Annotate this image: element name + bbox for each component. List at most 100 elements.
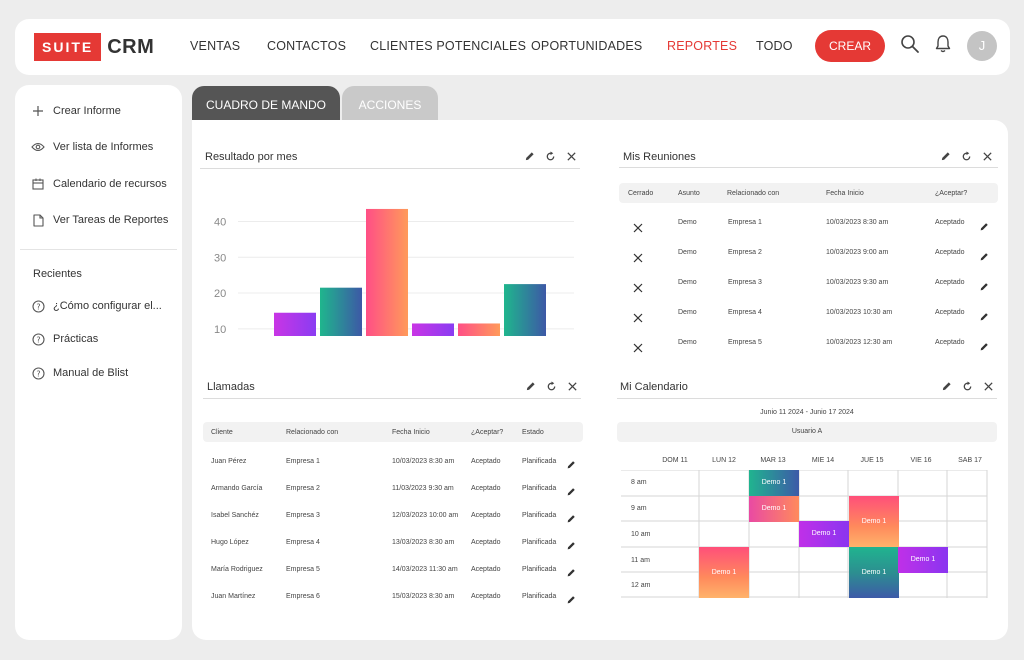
- edit-icon[interactable]: [566, 511, 576, 523]
- calendar-day-header: LUN 12: [712, 457, 736, 464]
- sidebar-item-crear-informe[interactable]: Crear Informe: [31, 104, 121, 118]
- close-icon[interactable]: [633, 280, 643, 293]
- meeting-related: Empresa 3: [728, 279, 762, 286]
- chart-panel-actions: [524, 151, 577, 162]
- call-status: Planificada: [522, 485, 557, 492]
- edit-icon[interactable]: [940, 151, 951, 162]
- tab-acciones[interactable]: ACCIONES: [342, 86, 438, 122]
- recent-item-label: Manual de Blist: [53, 367, 129, 379]
- svg-text:?: ?: [36, 369, 40, 378]
- recent-item-practicas[interactable]: ? Prácticas: [31, 332, 98, 346]
- nav-contactos[interactable]: CONTACTOS: [267, 39, 347, 53]
- calls-panel-actions: [525, 381, 578, 392]
- close-icon[interactable]: [566, 151, 577, 162]
- sidebar-item-label: Calendario de recursos: [53, 178, 167, 190]
- calendar-event[interactable]: Demo 1: [849, 547, 899, 598]
- suitecrm-logo[interactable]: SUITE CRM: [34, 33, 154, 61]
- edit-icon[interactable]: [566, 484, 576, 496]
- call-related: Empresa 4: [286, 539, 320, 546]
- user-avatar[interactable]: J: [967, 31, 997, 61]
- calendar-hour-label: 11 am: [631, 557, 650, 564]
- close-icon[interactable]: [633, 340, 643, 353]
- close-icon[interactable]: [983, 381, 994, 392]
- sidebar-item-ver-lista-informes[interactable]: Ver lista de Informes: [31, 140, 153, 154]
- calendar-event[interactable]: Demo 1: [699, 547, 749, 598]
- calls-col-cliente: Cliente: [211, 429, 233, 436]
- edit-icon[interactable]: [979, 279, 989, 291]
- sidebar-item-label: Crear Informe: [53, 105, 121, 117]
- chart-bar[interactable]: [412, 323, 454, 336]
- close-icon[interactable]: [982, 151, 993, 162]
- calendar-day-header: MAR 13: [760, 457, 786, 464]
- edit-icon[interactable]: [525, 381, 536, 392]
- chart-bar[interactable]: [504, 284, 546, 336]
- recent-item-manual-blist[interactable]: ? Manual de Blist: [31, 366, 128, 380]
- call-date: 10/03/2023 8:30 am: [392, 458, 455, 465]
- create-button[interactable]: CREAR: [815, 30, 885, 62]
- call-client: Isabel Sanchéz: [211, 512, 259, 519]
- edit-icon[interactable]: [979, 249, 989, 261]
- refresh-icon[interactable]: [962, 381, 973, 392]
- calendar-event[interactable]: Demo 1: [898, 547, 948, 573]
- edit-icon[interactable]: [941, 381, 952, 392]
- calls-col-estado: Estado: [522, 429, 544, 436]
- nav-todo[interactable]: TODO: [756, 39, 793, 53]
- plus-icon: [31, 104, 45, 118]
- chart-bar[interactable]: [458, 323, 500, 336]
- meeting-date: 10/03/2023 8:30 am: [826, 219, 889, 226]
- meeting-subject: Demo: [678, 339, 697, 346]
- close-icon[interactable]: [633, 250, 643, 263]
- calendar-event[interactable]: Demo 1: [799, 521, 849, 547]
- refresh-icon[interactable]: [961, 151, 972, 162]
- meeting-accept: Aceptado: [935, 309, 965, 316]
- meeting-accept: Aceptado: [935, 249, 965, 256]
- meeting-date: 10/03/2023 10:30 am: [826, 309, 893, 316]
- y-tick-label: 40: [214, 216, 226, 228]
- help-icon: ?: [31, 332, 45, 346]
- chart-bar[interactable]: [274, 312, 316, 336]
- calendar-event[interactable]: Demo 1: [749, 496, 799, 522]
- chart-bar[interactable]: [366, 208, 408, 336]
- search-icon[interactable]: [899, 33, 921, 55]
- recent-item-configurar[interactable]: ? ¿Cómo configurar el...: [31, 299, 162, 313]
- meeting-subject: Demo: [678, 249, 697, 256]
- calls-col-relacionado: Relacionado con: [286, 429, 339, 436]
- edit-icon[interactable]: [979, 219, 989, 231]
- sidebar-item-calendario-recursos[interactable]: Calendario de recursos: [31, 177, 167, 191]
- recent-item-label: ¿Cómo configurar el...: [53, 300, 162, 312]
- nav-oportunidades[interactable]: OPORTUNIDADES: [531, 39, 643, 53]
- top-navbar: SUITE CRM VENTAS CONTACTOS CLIENTES POTE…: [15, 19, 1010, 75]
- calendar-event[interactable]: Demo 1: [849, 496, 899, 547]
- nav-clientes-potenciales[interactable]: CLIENTES POTENCIALES: [370, 39, 527, 53]
- edit-icon[interactable]: [524, 151, 535, 162]
- calendar-day-header: VIE 16: [910, 457, 932, 464]
- edit-icon[interactable]: [566, 457, 576, 469]
- edit-icon[interactable]: [979, 309, 989, 321]
- refresh-icon[interactable]: [545, 151, 556, 162]
- close-icon[interactable]: [633, 310, 643, 323]
- edit-icon[interactable]: [566, 538, 576, 550]
- nav-reportes[interactable]: REPORTES: [667, 39, 738, 53]
- sidebar-item-ver-tareas-reportes[interactable]: Ver Tareas de Reportes: [31, 213, 168, 227]
- edit-icon[interactable]: [566, 592, 576, 604]
- nav-ventas[interactable]: VENTAS: [190, 39, 241, 53]
- recent-heading: Recientes: [33, 268, 82, 280]
- call-client: Juan Pérez: [211, 458, 247, 465]
- bell-icon[interactable]: [932, 33, 954, 55]
- refresh-icon[interactable]: [546, 381, 557, 392]
- meetings-panel-actions: [940, 151, 993, 162]
- edit-icon[interactable]: [566, 565, 576, 577]
- meeting-related: Empresa 4: [728, 309, 762, 316]
- close-icon[interactable]: [633, 220, 643, 233]
- close-icon[interactable]: [567, 381, 578, 392]
- chart-bar[interactable]: [320, 287, 362, 336]
- calendar-hour-label: 12 am: [631, 582, 651, 589]
- meeting-subject: Demo: [678, 309, 697, 316]
- calendar-event[interactable]: Demo 1: [749, 470, 799, 496]
- meeting-related: Empresa 1: [728, 219, 762, 226]
- edit-icon[interactable]: [979, 339, 989, 351]
- meeting-subject: Demo: [678, 219, 697, 226]
- call-related: Empresa 1: [286, 458, 320, 465]
- calls-panel-title: Llamadas: [207, 381, 255, 393]
- tab-cuadro-de-mando[interactable]: CUADRO DE MANDO: [192, 86, 340, 122]
